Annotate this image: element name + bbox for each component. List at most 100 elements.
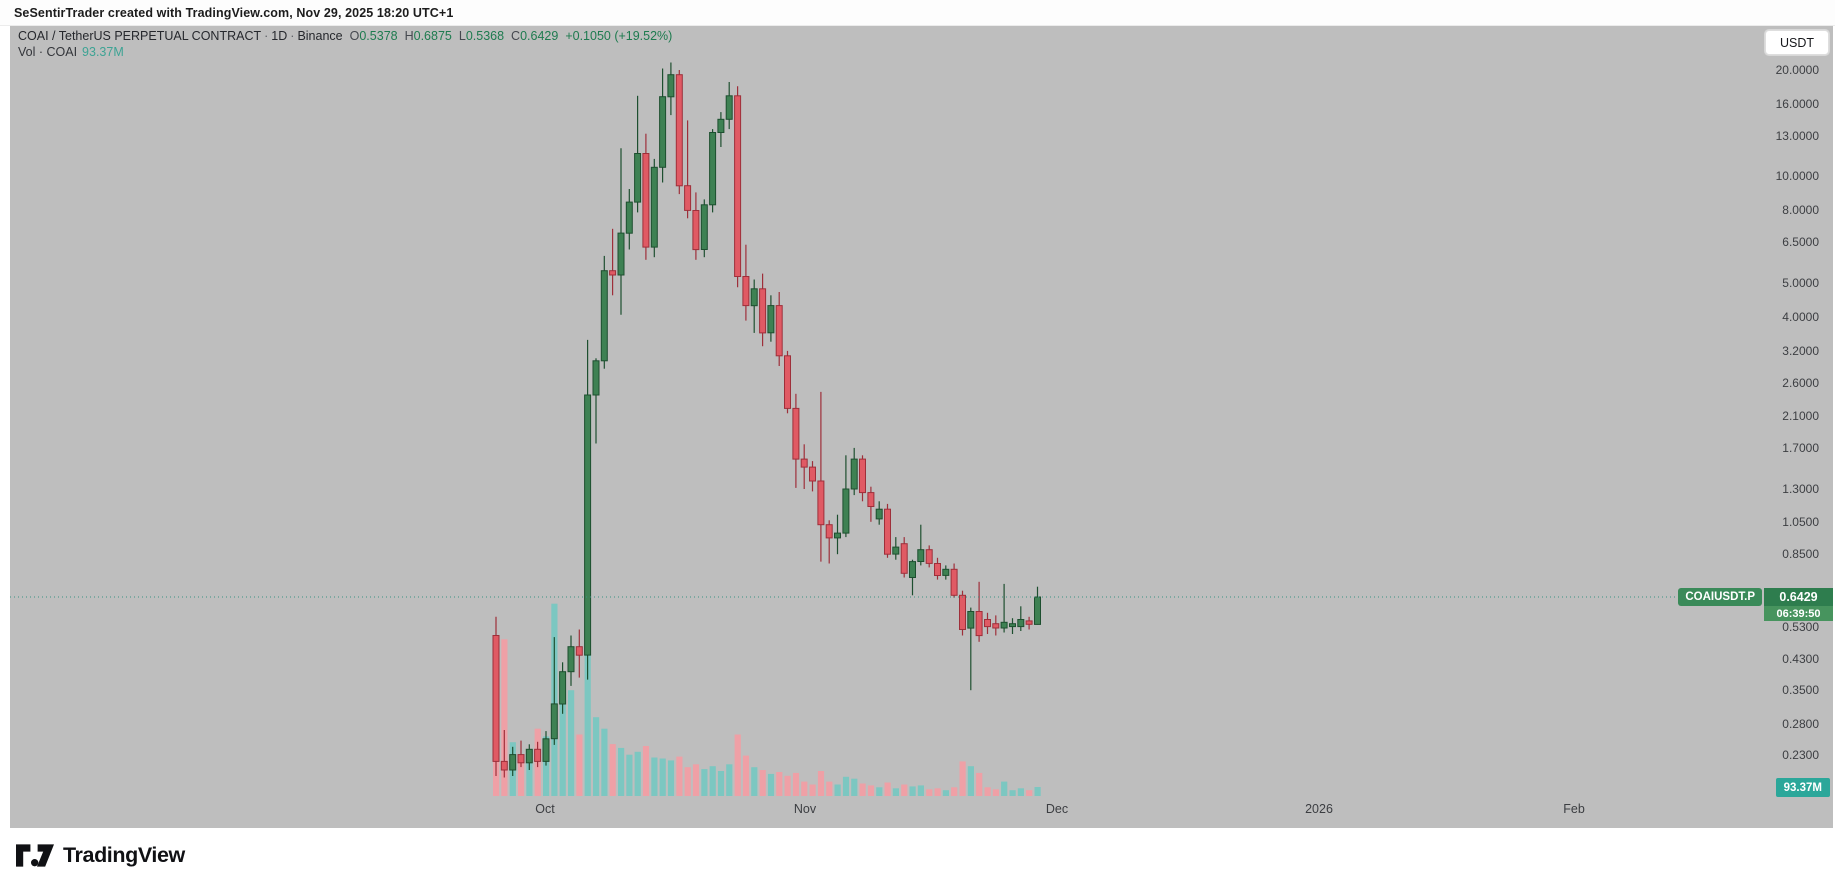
- symbol-legend-line[interactable]: COAI / TetherUS PERPETUAL CONTRACT · 1D · Bi…: [18, 29, 673, 43]
- volume-label[interactable]: Vol · COAI: [18, 45, 78, 59]
- price-tick-label: 5.0000: [1782, 276, 1819, 290]
- candle-body: [917, 549, 925, 563]
- candle-body: [625, 201, 633, 234]
- volume-bar: [942, 790, 949, 796]
- price-tick-label: 0.4300: [1782, 652, 1819, 666]
- volume-bar: [867, 785, 875, 796]
- candle-body: [517, 754, 525, 764]
- low-value: 0.5368: [465, 29, 505, 43]
- candle-body: [609, 270, 617, 276]
- chart-legend: COAI / TetherUS PERPETUAL CONTRACT · 1D · Bi…: [18, 29, 672, 60]
- price-tick-label: 1.0500: [1782, 515, 1819, 529]
- candle-body: [900, 543, 908, 574]
- candle-body: [817, 480, 825, 526]
- volume-bar: [984, 787, 991, 796]
- volume-bar: [742, 755, 750, 796]
- candle-body: [767, 305, 775, 334]
- exchange-label[interactable]: Binance: [297, 29, 343, 43]
- price-tick-label: 1.3000: [1782, 482, 1819, 496]
- candle-body: [642, 153, 650, 248]
- time-tick-label: Feb: [1563, 802, 1585, 816]
- volume-bar: [834, 784, 841, 796]
- time-tick-label: Oct: [535, 802, 555, 816]
- time-tick-label: 2026: [1305, 802, 1333, 816]
- price-scale[interactable]: 20.0000 16.0000 13.0000 10.0000 8.0000 6.5000…: [1753, 26, 1833, 828]
- volume-bar: [959, 761, 966, 796]
- price-tick-label: 13.0000: [1775, 129, 1819, 143]
- price-tick-label: 0.2300: [1782, 748, 1819, 762]
- candle-body: [559, 671, 567, 705]
- volume-bar: [842, 776, 850, 796]
- candle-body: [534, 748, 542, 762]
- price-tick-label: 2.6000: [1782, 376, 1819, 390]
- candle-body: [984, 619, 991, 628]
- price-tick-label: 0.2800: [1782, 717, 1819, 731]
- time-scale[interactable]: Oct Nov Dec 2026 Feb: [10, 798, 1833, 828]
- volume-bar: [801, 781, 808, 796]
- candle-body: [509, 754, 517, 771]
- volume-bar: [626, 754, 633, 796]
- candle-body: [575, 646, 583, 656]
- volume-bar: [676, 756, 683, 796]
- price-tick-label: 3.2000: [1782, 344, 1819, 358]
- volume-bar: [934, 788, 941, 796]
- volume-bar: [518, 761, 525, 796]
- price-tick-label: 8.0000: [1782, 203, 1819, 217]
- currency-toggle-button[interactable]: USDT: [1765, 30, 1829, 55]
- open-value: 0.5378: [359, 29, 398, 43]
- volume-bar: [559, 676, 566, 796]
- candle-body: [959, 594, 966, 630]
- volume-bar: [776, 772, 783, 796]
- candle-body: [659, 96, 667, 168]
- tradingview-logo[interactable]: TradingView: [16, 843, 185, 868]
- close-label: C: [511, 29, 521, 43]
- volume-bar: [967, 766, 974, 796]
- volume-bar: [892, 788, 899, 796]
- volume-bar: [709, 766, 716, 796]
- volume-bar: [568, 690, 575, 796]
- candle-body: [842, 488, 850, 534]
- volume-bar: [817, 771, 825, 796]
- price-tick-label: 10.0000: [1775, 169, 1819, 183]
- candle-body: [825, 524, 833, 539]
- change-value: +0.1050 (+19.52%): [565, 29, 673, 43]
- attribution-text: SeSentirTrader created with TradingView.…: [14, 5, 454, 20]
- candle-body: [875, 508, 883, 520]
- volume-bar: [634, 751, 641, 796]
- symbol-title[interactable]: COAI / TetherUS PERPETUAL CONTRACT: [18, 29, 262, 43]
- close-value: 0.6429: [520, 29, 559, 43]
- volume-legend-line[interactable]: Vol · COAI 93.37M: [18, 45, 672, 60]
- volume-bar: [684, 767, 691, 796]
- volume-bar: [726, 764, 733, 796]
- volume-bar: [659, 758, 666, 796]
- symbol-price-pill: COAIUSDT.P: [1678, 588, 1762, 606]
- chart-pane[interactable]: COAI / TetherUS PERPETUAL CONTRACT · 1D · Bi…: [10, 26, 1833, 828]
- candle-body: [850, 458, 858, 490]
- candle-body: [1025, 620, 1033, 625]
- interval-label[interactable]: 1D: [271, 29, 288, 43]
- volume-bar: [784, 775, 791, 796]
- candle-body: [800, 458, 808, 468]
- candle-body: [1009, 623, 1016, 628]
- volume-bar: [992, 789, 999, 796]
- price-tick-label: 16.0000: [1775, 97, 1819, 111]
- price-tick-label: 6.5000: [1782, 235, 1819, 249]
- candlestick-chart[interactable]: [10, 26, 1833, 828]
- candle-body: [692, 210, 700, 251]
- candle-body: [717, 118, 725, 134]
- volume-bar: [1001, 781, 1008, 796]
- volume-bar: [734, 734, 741, 796]
- bar-countdown: 06:39:50: [1764, 606, 1833, 621]
- attribution-bar: SeSentirTrader created with TradingView.…: [0, 0, 1835, 26]
- volume-bar: [926, 789, 933, 796]
- volume-bar: [976, 772, 983, 796]
- volume-bar: [809, 784, 816, 796]
- price-tick-label: 0.3500: [1782, 683, 1819, 697]
- volume-bar: [851, 778, 858, 796]
- candle-body: [792, 407, 800, 460]
- footer-bar: TradingView: [0, 828, 1835, 883]
- price-tick-label: 20.0000: [1775, 63, 1819, 77]
- volume-bar: [667, 760, 675, 796]
- candle-body: [675, 74, 683, 187]
- high-label: H: [404, 29, 414, 43]
